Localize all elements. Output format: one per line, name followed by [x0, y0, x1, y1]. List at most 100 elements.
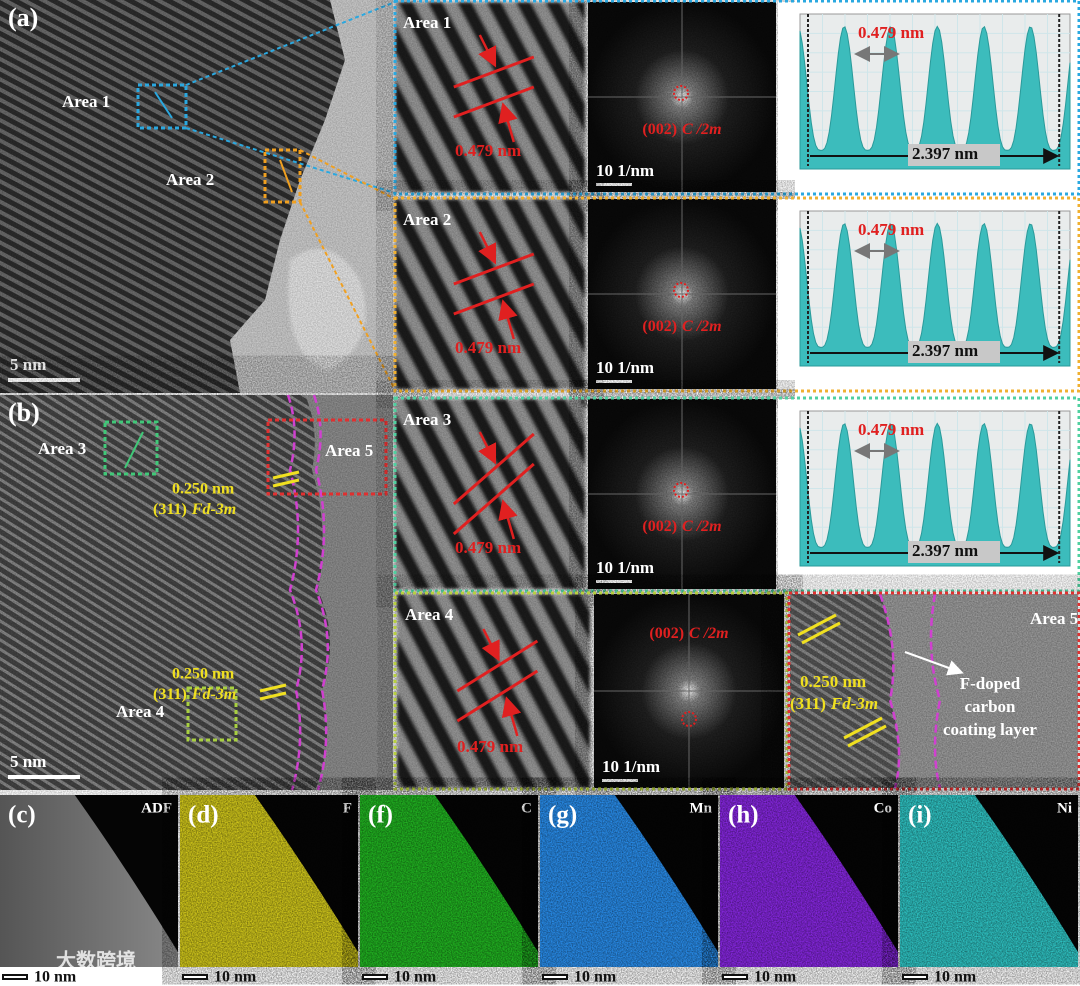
- label: Area 5: [1030, 609, 1078, 628]
- boundary: [286, 394, 303, 791]
- line: [185, 127, 396, 194]
- label: Area 2: [166, 170, 214, 189]
- line: [847, 724, 887, 748]
- plane-label-plane: (311): [153, 686, 187, 703]
- label: 10 1/nm: [602, 757, 660, 776]
- label-bg: [908, 541, 1000, 563]
- line: [124, 431, 144, 469]
- texture: [360, 795, 538, 967]
- fft-label-group: C /2m: [682, 121, 722, 138]
- label: 0.479 nm: [858, 420, 924, 439]
- line: [453, 282, 535, 316]
- area-box: [263, 148, 302, 204]
- label: 0.250 nm: [172, 666, 235, 683]
- scale-bar: [596, 183, 632, 186]
- boundary: [312, 394, 329, 791]
- label: 10 nm: [754, 969, 797, 986]
- label: Area 2: [403, 210, 451, 229]
- scale-bar-inner: [724, 976, 746, 978]
- area-box: [103, 420, 159, 476]
- line: [456, 639, 539, 693]
- label: 10 nm: [34, 969, 77, 986]
- label: 2.397 nm: [912, 144, 978, 163]
- fft-label-plane: (002): [642, 318, 677, 335]
- profile-curve: [799, 25, 1071, 170]
- texture: [0, 0, 393, 393]
- line: [478, 231, 497, 265]
- scale-bar: [8, 775, 80, 779]
- label: Area 4: [116, 702, 165, 721]
- texture: [900, 795, 1078, 967]
- label: Ni: [1057, 800, 1072, 816]
- line: [452, 432, 535, 506]
- texture: [395, 2, 585, 192]
- texture: [397, 594, 590, 788]
- fft-label-plane: (002): [642, 518, 677, 535]
- line: [452, 462, 535, 536]
- plane-label-group: Fd-3m: [191, 501, 236, 518]
- label: 0.479 nm: [858, 23, 924, 42]
- inset-frame: [393, 0, 1080, 196]
- texture: [395, 199, 585, 389]
- label: 0.479 nm: [457, 737, 523, 756]
- plane-label: (311) Fd-3m: [790, 694, 878, 713]
- boundary: [878, 593, 901, 789]
- label: 0.479 nm: [455, 338, 521, 357]
- inset-frame: [393, 396, 1080, 593]
- scale-bar-inner: [904, 976, 926, 978]
- line: [456, 669, 539, 723]
- inset-frame: [393, 196, 1080, 393]
- line: [259, 691, 287, 701]
- texture: [180, 795, 358, 967]
- plane-label-group: Fd-3m: [830, 694, 878, 713]
- label: Area 4: [405, 605, 454, 624]
- line: [481, 628, 500, 662]
- fft-spot: [673, 482, 689, 498]
- texture: [395, 399, 585, 589]
- fft-label: (002) C /2m: [642, 518, 721, 535]
- label: (d): [188, 802, 219, 829]
- label: carbon: [965, 697, 1017, 716]
- plane-label: (311) Fd-3m: [153, 686, 236, 703]
- label: 0.250 nm: [800, 672, 866, 691]
- scale-bar: [8, 378, 80, 382]
- line: [498, 499, 518, 540]
- label: Area 1: [62, 92, 110, 111]
- label: Co: [874, 800, 892, 816]
- label: 10 nm: [394, 969, 437, 986]
- label: 5 nm: [10, 355, 46, 374]
- profile-curve: [799, 422, 1071, 567]
- line: [501, 696, 522, 737]
- texture: [0, 395, 393, 790]
- line: [801, 621, 841, 645]
- label: (a): [8, 3, 38, 32]
- scale-bar: [596, 580, 632, 583]
- label: coating layer: [943, 720, 1037, 739]
- fft-label-group: C /2m: [682, 318, 722, 335]
- label: 大数跨境: [56, 949, 136, 973]
- label: 10 nm: [574, 969, 617, 986]
- label: 2.397 nm: [912, 341, 978, 360]
- label: 10 1/nm: [596, 161, 654, 180]
- line: [272, 470, 300, 480]
- plane-label-group: Fd-3m: [191, 686, 236, 703]
- fft-spot: [681, 711, 697, 727]
- line: [498, 299, 518, 340]
- label-bg: [908, 144, 1000, 166]
- label: 2.397 nm: [912, 541, 978, 560]
- boundary: [929, 593, 942, 789]
- label: Area 5: [325, 441, 373, 460]
- line: [154, 91, 173, 119]
- fft-label-plane: (002): [642, 121, 677, 138]
- fft-label: (002) C /2m: [642, 121, 721, 138]
- scale-bar-inner: [364, 976, 386, 978]
- plane-label-plane: (311): [790, 694, 826, 713]
- scale-bar: [602, 779, 638, 782]
- label: 0.479 nm: [455, 141, 521, 160]
- line: [453, 55, 535, 89]
- label: 5 nm: [10, 752, 46, 771]
- area-box: [136, 83, 188, 130]
- label: C: [521, 800, 532, 816]
- label: 0.479 nm: [455, 538, 521, 557]
